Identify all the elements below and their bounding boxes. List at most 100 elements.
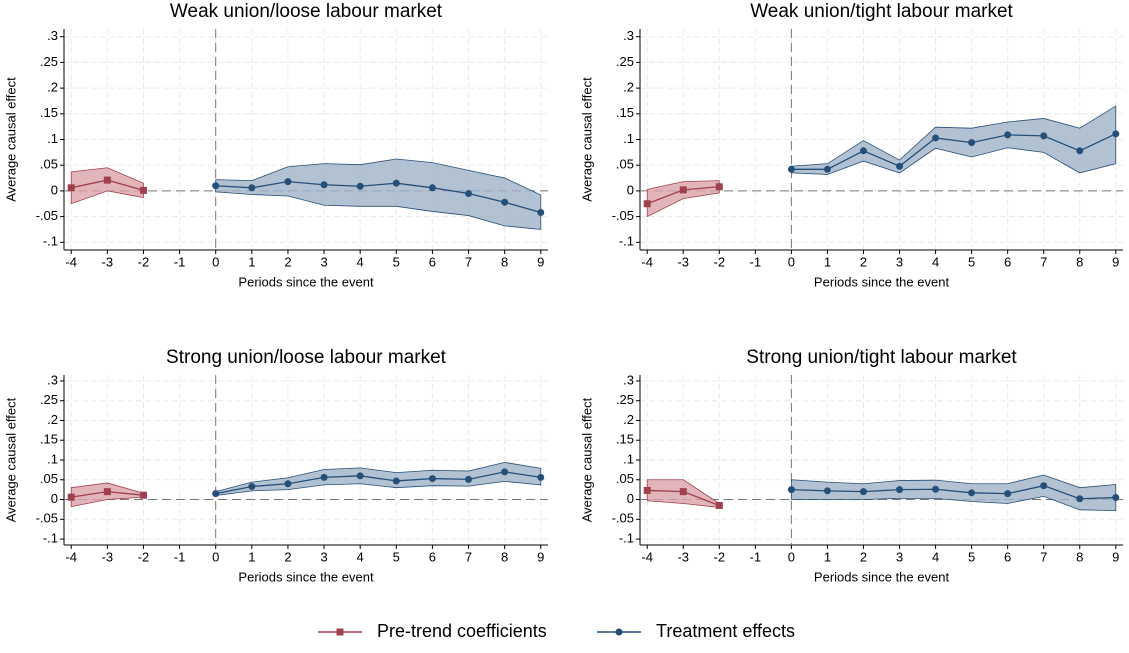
marker [643, 200, 651, 208]
x-tick-label: 2 [860, 254, 867, 269]
y-tick-label: .05 [616, 471, 634, 486]
x-tick-label: 7 [465, 549, 472, 564]
x-tick-label: 0 [788, 254, 795, 269]
y-tick-label: .2 [623, 80, 634, 95]
x-tick-label: 3 [320, 254, 327, 269]
y-tick-label: .25 [616, 392, 634, 407]
y-tick-label: -.05 [612, 208, 634, 223]
marker [896, 162, 904, 170]
marker [392, 179, 400, 187]
series-line [215, 471, 541, 495]
legend-marker [615, 628, 623, 636]
marker [465, 475, 473, 483]
x-tick-label: 1 [824, 549, 831, 564]
x-tick-label: 9 [1112, 254, 1119, 269]
y-axis-title: Average causal effect [3, 77, 18, 202]
x-tick-label: 4 [357, 549, 364, 564]
x-tick-label: 2 [284, 549, 291, 564]
marker [932, 134, 940, 142]
x-axis-title: Periods since the event [814, 569, 950, 584]
y-tick-label: -.05 [36, 208, 58, 223]
y-tick-label: 0 [51, 491, 58, 506]
legend-label: Pre-trend coefficients [377, 621, 547, 641]
x-tick-label: 3 [896, 549, 903, 564]
y-axis-title: Average causal effect [579, 77, 594, 202]
y-axis-title: Average causal effect [3, 397, 18, 522]
marker [537, 473, 545, 481]
legend-marker [336, 628, 344, 636]
x-tick-label: 5 [968, 254, 975, 269]
x-tick-label: 4 [932, 254, 939, 269]
marker [1040, 482, 1048, 490]
chart-title: Weak union/tight labour market [750, 1, 1013, 22]
marker [284, 480, 292, 488]
marker [284, 178, 292, 186]
marker [679, 186, 687, 194]
marker [787, 165, 795, 173]
x-tick-label: 1 [248, 254, 255, 269]
chart-title: Strong union/loose labour market [166, 347, 447, 368]
legend-label: Treatment effects [656, 621, 795, 641]
x-tick-label: 5 [393, 254, 400, 269]
x-tick-label: 5 [968, 549, 975, 564]
x-tick-label: 1 [824, 254, 831, 269]
marker [643, 486, 651, 494]
y-tick-label: .25 [616, 54, 634, 69]
x-tick-label: -4 [641, 549, 653, 564]
marker [320, 181, 328, 189]
marker [428, 184, 436, 192]
x-tick-label: -4 [641, 254, 653, 269]
confidence-band [70, 167, 144, 205]
y-tick-label: -.1 [43, 531, 58, 546]
confidence-band [215, 158, 542, 230]
x-tick-label: 9 [1112, 549, 1119, 564]
marker [320, 473, 328, 481]
x-tick-label: 9 [537, 254, 544, 269]
y-tick-label: .15 [40, 432, 58, 447]
marker [465, 189, 473, 197]
x-tick-label: -4 [65, 254, 77, 269]
x-tick-label: 1 [248, 549, 255, 564]
x-tick-label: 9 [537, 549, 544, 564]
x-tick-label: 8 [501, 254, 508, 269]
x-axis-title: Periods since the event [238, 569, 374, 584]
chart-title: Strong union/tight labour market [746, 347, 1017, 368]
y-tick-label: .3 [47, 372, 58, 387]
x-tick-label: 0 [212, 254, 219, 269]
marker [537, 208, 545, 216]
marker [139, 186, 147, 194]
series-line [791, 133, 1117, 170]
y-tick-label: .1 [623, 451, 634, 466]
x-tick-label: -2 [138, 254, 150, 269]
y-tick-label: .2 [47, 412, 58, 427]
y-tick-label: .05 [40, 157, 58, 172]
x-tick-label: 6 [1004, 254, 1011, 269]
marker [356, 472, 364, 480]
x-tick-label: 2 [284, 254, 291, 269]
y-tick-label: .15 [616, 432, 634, 447]
marker [1004, 490, 1012, 498]
y-tick-label: .2 [623, 412, 634, 427]
x-tick-label: -2 [138, 549, 150, 564]
x-tick-label: -3 [677, 254, 689, 269]
x-tick-label: 6 [429, 549, 436, 564]
x-tick-label: 4 [932, 549, 939, 564]
y-tick-label: -.1 [43, 234, 58, 249]
y-tick-label: .05 [616, 157, 634, 172]
x-tick-label: -1 [174, 549, 186, 564]
marker [1076, 147, 1084, 155]
x-tick-label: 7 [1040, 549, 1047, 564]
confidence-band [790, 474, 1117, 512]
x-tick-label: 8 [1076, 254, 1083, 269]
y-tick-label: .05 [40, 471, 58, 486]
y-tick-label: 0 [627, 182, 634, 197]
marker [968, 489, 976, 497]
marker [715, 183, 723, 191]
y-tick-label: 0 [51, 182, 58, 197]
y-tick-label: .1 [623, 131, 634, 146]
marker [968, 139, 976, 147]
x-tick-label: -4 [65, 549, 77, 564]
x-tick-label: 8 [1076, 549, 1083, 564]
y-tick-label: -.05 [612, 511, 634, 526]
